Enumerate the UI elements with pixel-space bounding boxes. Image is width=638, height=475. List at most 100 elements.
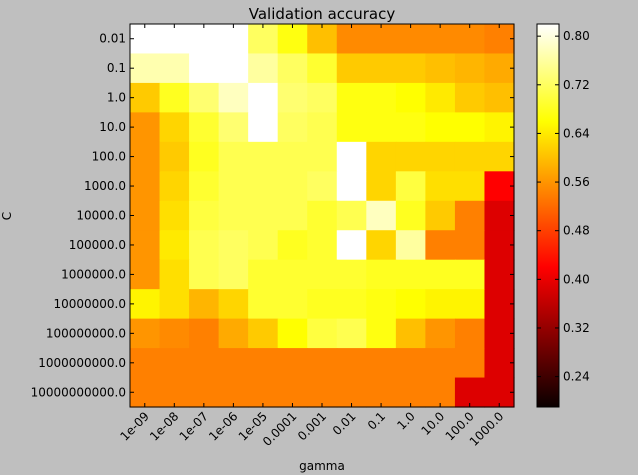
heatmap-cell [159,318,190,349]
y-tick-label: 0.01 [99,32,126,46]
x-axis-label: gamma [299,459,345,473]
y-axis-ticks: 0.01 0.1 1.0 10.0 100.0 1000.0 10000.0 100000.0… [31,32,514,399]
heatmap-cell [248,318,279,349]
heatmap-cell [366,200,397,231]
heatmap-cell [454,53,486,84]
heatmap-cell [130,24,161,55]
heatmap-cell [425,171,456,202]
heatmap-cell [159,112,190,143]
heatmap-cell [425,377,456,408]
heatmap-cell [425,259,456,290]
heatmap-cell [454,318,486,349]
heatmap-cell [159,377,190,408]
heatmap-cell [130,141,161,172]
heatmap-cell [248,377,279,408]
heatmap-cell [366,82,397,113]
heatmap-cell [159,200,190,231]
heatmap-cell [336,141,367,172]
heatmap-cell [454,348,486,379]
heatmap-cell [336,200,367,231]
heatmap-cell [454,141,486,172]
heatmap-cell [425,230,456,261]
heatmap-cell [189,230,220,261]
heatmap-cell [277,112,308,143]
y-tick-label: 100.0 [92,150,126,164]
heatmap-cell [336,318,367,349]
heatmap-cell [454,82,486,113]
colorbar-tick-label: 0.80 [563,29,590,43]
heatmap-cell [395,82,426,113]
heatmap-cell [248,24,279,55]
heatmap-cell [366,53,397,84]
heatmap-cell [366,348,397,379]
heatmap-cell [277,318,308,349]
heatmap-cell [277,24,308,55]
heatmap-cell [484,348,515,379]
heatmap-cell [159,289,190,320]
y-tick-label: 1000000000.0 [38,356,126,370]
heatmap-cell [366,289,397,320]
heatmap-cell [248,230,279,261]
heatmap-cell [454,230,486,261]
heatmap-cell [218,348,249,379]
heatmap-cell [218,141,249,172]
heatmap-cell [395,141,426,172]
heatmap-cell [248,82,279,113]
heatmap-cell [277,171,308,202]
heatmap-cell [159,259,190,290]
y-tick-label: 10000000.0 [53,297,126,311]
colorbar-tick-label: 0.40 [563,272,590,286]
heatmap-cell [248,200,279,231]
heatmap-cell [218,53,249,84]
heatmap-cell [484,112,515,143]
heatmap-cell [484,289,515,320]
heatmap-cell [454,377,486,408]
heatmap-cell [336,24,367,55]
y-axis-label: C [0,212,14,220]
heatmap-cell [395,200,426,231]
heatmap-cell [218,377,249,408]
heatmap-cell [189,318,220,349]
heatmap-cell [130,53,161,84]
heatmap-cell [366,259,397,290]
heatmap-cell [366,318,397,349]
heatmap-cell [307,377,338,408]
heatmap-cell [277,200,308,231]
heatmap-cell [484,200,515,231]
colorbar-tick-label: 0.56 [563,175,590,189]
heatmap-cell [484,171,515,202]
heatmap-cell [395,289,426,320]
heatmap-cell [454,24,486,55]
heatmap-cell [395,53,426,84]
heatmap-cell [218,112,249,143]
heatmap-cell [218,171,249,202]
heatmap-cell [425,24,456,55]
heatmap-cell [336,259,367,290]
colorbar-tick-label: 0.64 [563,126,590,140]
heatmap-cell [189,82,220,113]
colorbar-tick-label: 0.72 [563,78,590,92]
heatmap-cell [336,171,367,202]
heatmap-cell [395,24,426,55]
heatmap-cell [307,112,338,143]
heatmap-cell [130,112,161,143]
heatmap-cell [189,289,220,320]
heatmap-cell [248,141,279,172]
heatmap-cell [277,348,308,379]
heatmap-cell [218,318,249,349]
heatmap-cell [395,377,426,408]
heatmap-cell [484,230,515,261]
y-tick-label: 10.0 [99,120,126,134]
heatmap-cell [307,24,338,55]
heatmap-cell [277,53,308,84]
heatmap-cell [484,141,515,172]
heatmap-cell [307,348,338,379]
heatmap-cell [248,112,279,143]
heatmap-cell [425,82,456,113]
heatmap-cell [336,377,367,408]
heatmap-cell [395,171,426,202]
heatmap-cell [218,259,249,290]
y-tick-label: 1000.0 [84,179,126,193]
heatmap-cell [189,377,220,408]
colorbar [536,23,560,408]
